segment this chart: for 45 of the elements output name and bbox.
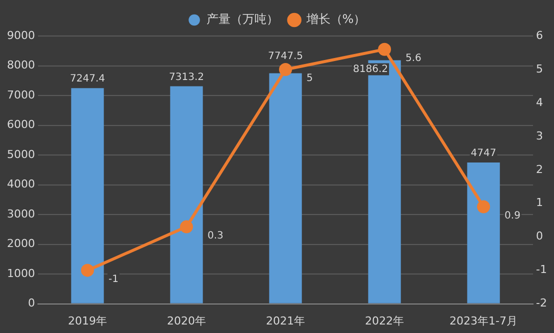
y2-tick-label: -2: [536, 296, 547, 310]
data-label: 7247.4: [70, 74, 106, 85]
y2-tick-label: 1: [536, 196, 544, 210]
point: [279, 62, 292, 76]
y-tick-label: 7000: [6, 88, 35, 102]
bar: [269, 73, 302, 304]
y-tick-label: 5000: [6, 148, 35, 161]
data-label: 8186.2: [353, 64, 388, 75]
point: [180, 220, 194, 234]
y2-tick-label: 4: [536, 96, 544, 109]
data-label: 7313.2: [169, 72, 204, 83]
data-label: 7747.5: [268, 50, 304, 62]
y-tick-label: 0: [28, 296, 35, 310]
x-tick-label: 2023年1-7月: [450, 314, 518, 328]
y-tick-label: 2000: [6, 237, 35, 250]
y2-tick-label: 3: [536, 129, 544, 142]
y-tick-label: 1000: [6, 266, 35, 280]
y2-tick-label: 2: [536, 162, 544, 176]
data-label: 4747: [470, 148, 496, 160]
x-tick-label: 2020年: [167, 314, 206, 328]
bar: [467, 162, 500, 304]
legend-label: 增长（%）: [305, 12, 366, 26]
x-tick-label: 2022年: [365, 314, 404, 328]
data-label: 5.6: [406, 52, 422, 64]
y2-tick-label: 0: [536, 230, 544, 243]
point: [477, 200, 490, 214]
point: [81, 264, 94, 277]
x-tick-label: 2021年: [266, 314, 306, 328]
data-label: 0.3: [208, 230, 224, 242]
y-tick-label: 8000: [6, 58, 35, 72]
y2-tick-label: -1: [536, 263, 547, 276]
data-label: -1: [108, 274, 118, 285]
bar: [170, 86, 203, 304]
y2-tick-label: 6: [536, 28, 544, 42]
legend-label: 产量（万吨）: [206, 12, 278, 26]
data-label: 5: [306, 73, 313, 84]
y-tick-label: 3000: [6, 207, 35, 220]
point: [378, 42, 392, 56]
bar: [71, 88, 104, 304]
y-tick-label: 4000: [6, 178, 35, 191]
y2-tick-label: 5: [536, 62, 544, 76]
y-tick-label: 9000: [6, 28, 35, 42]
data-label: 0.9: [504, 210, 520, 222]
x-tick-label: 2019年: [68, 314, 107, 328]
y-tick-label: 6000: [6, 118, 35, 132]
